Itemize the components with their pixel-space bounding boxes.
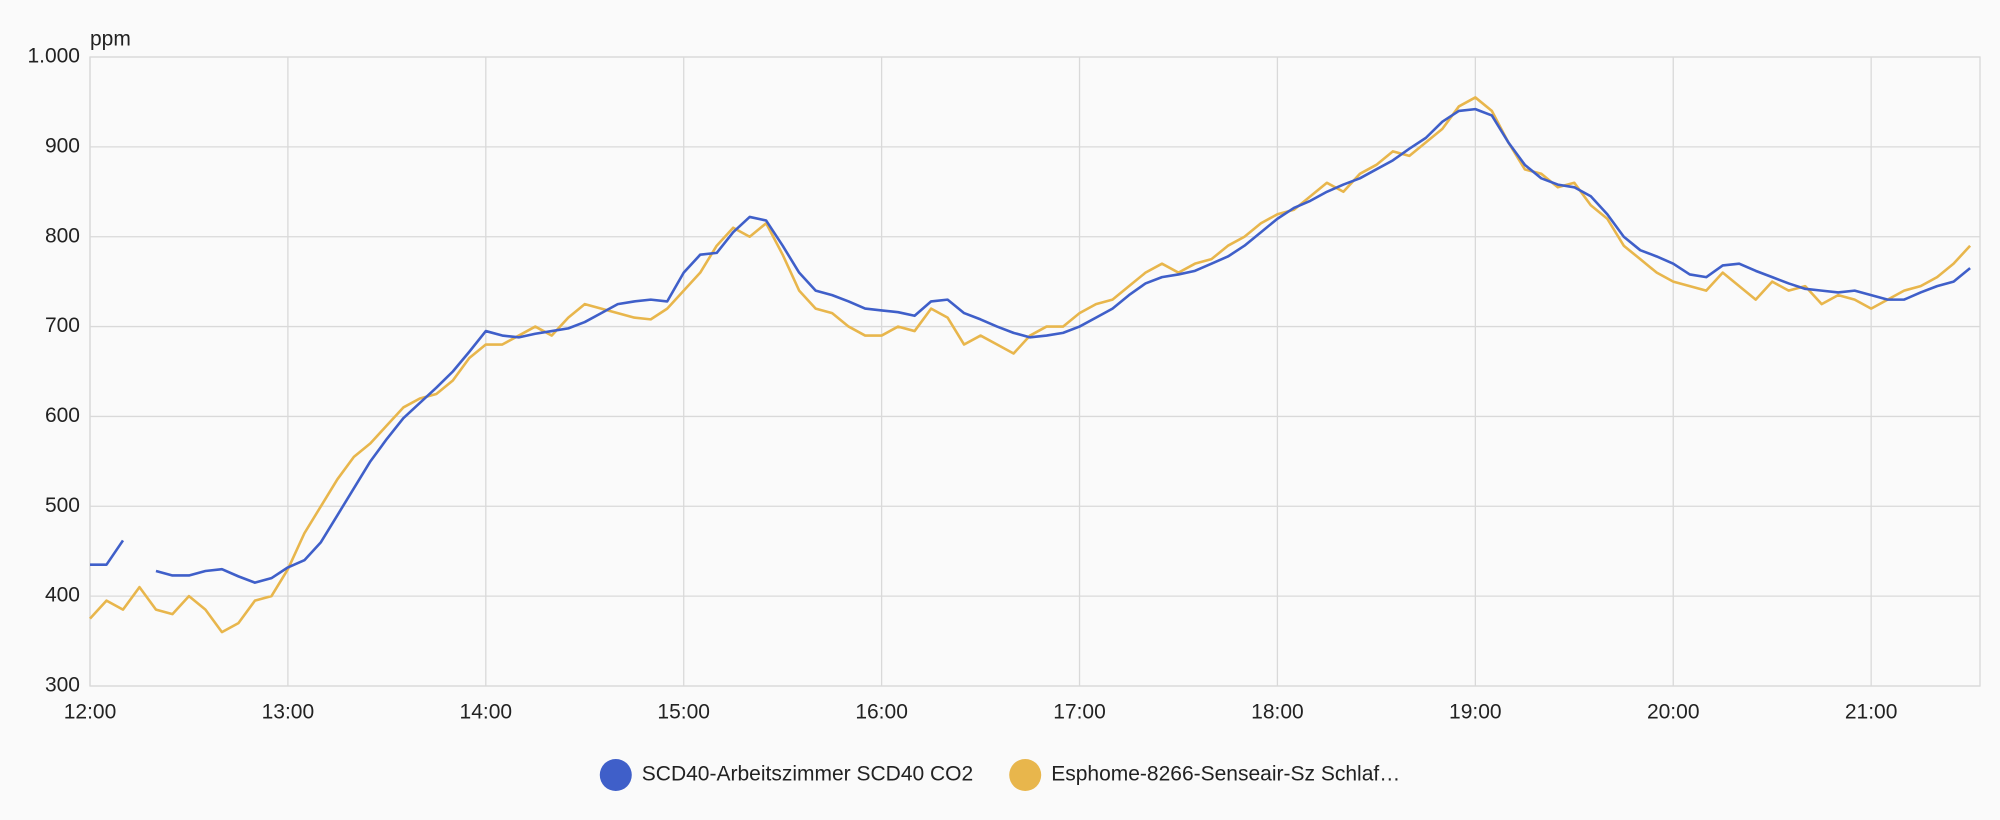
x-tick-label: 14:00 [460,701,513,724]
x-tick-label: 20:00 [1647,701,1700,724]
series-line [89,96,1972,634]
x-tick-label: 13:00 [262,701,315,724]
x-tick-label: 15:00 [657,701,710,724]
legend-label: Esphome-8266-Senseair-Sz Schlaf… [1051,763,1400,786]
plot-border [89,56,1981,687]
legend-swatch [1009,759,1042,791]
series-line [155,107,1971,584]
y-tick-label: 1.000 [27,45,80,68]
y-tick-label: 700 [45,314,80,337]
y-tick-label: 400 [45,584,80,607]
y-tick-label: 300 [45,674,80,697]
x-tick-label: 21:00 [1845,701,1898,724]
y-tick-label: 600 [45,404,80,427]
x-tick-label: 16:00 [855,701,908,724]
y-tick-label: 500 [45,494,80,517]
x-tick-label: 12:00 [64,701,117,724]
y-tick-label: 900 [45,134,80,157]
x-tick-label: 17:00 [1053,701,1106,724]
legend-label: SCD40-Arbeitszimmer SCD40 CO2 [642,763,973,786]
legend-swatch [599,759,632,791]
y-tick-label: 800 [45,224,80,247]
y-unit-label: ppm [90,28,131,51]
series-line [90,539,125,566]
x-tick-label: 19:00 [1449,701,1502,724]
x-tick-label: 18:00 [1251,701,1304,724]
